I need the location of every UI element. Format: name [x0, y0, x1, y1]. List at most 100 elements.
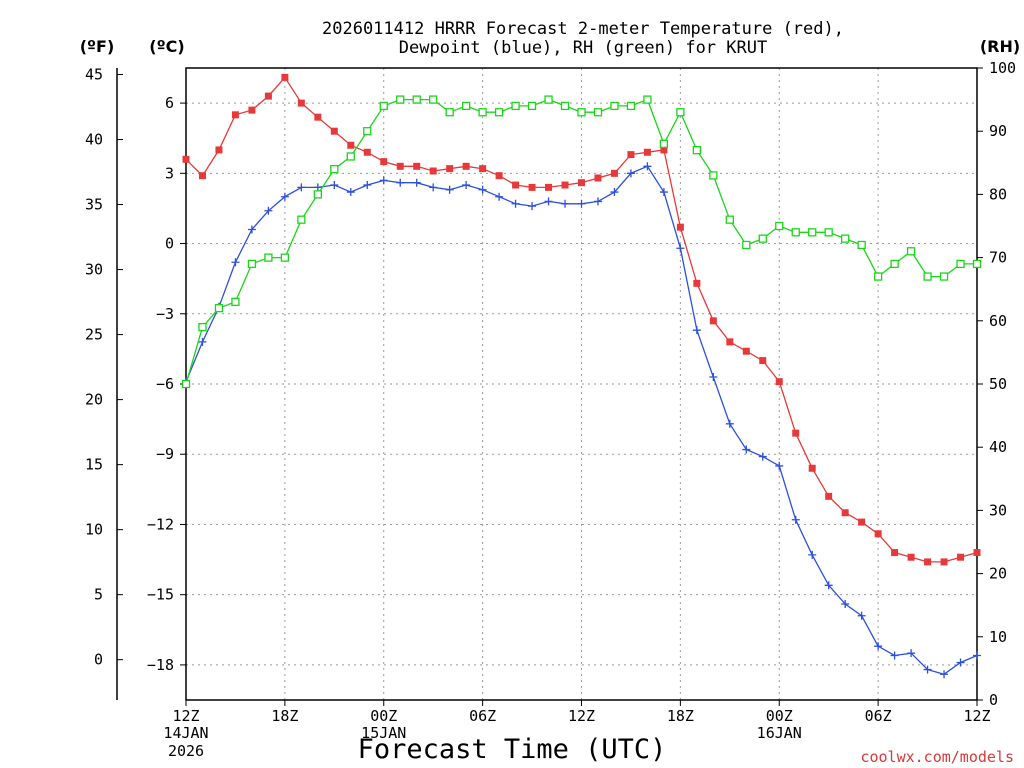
dewpoint-point — [725, 419, 734, 428]
rh-point — [396, 95, 405, 104]
dewpoint-point — [247, 225, 256, 234]
series-layer — [181, 73, 982, 679]
dewpoint-point — [528, 202, 537, 211]
temp-point — [792, 429, 800, 437]
temp-point — [248, 106, 256, 114]
temp-point — [380, 158, 388, 166]
temp-point — [198, 172, 206, 180]
rh-point — [857, 240, 866, 250]
rh-point — [330, 164, 339, 174]
rh-point — [906, 247, 916, 256]
x-tick-date-label: 16JAN — [757, 724, 802, 742]
temp-point — [347, 141, 355, 149]
dewpoint-point — [973, 651, 981, 660]
temp-point — [264, 92, 272, 100]
rh-tick-label: 50 — [989, 375, 1007, 393]
fahrenheit-tick-label: 0 — [94, 651, 103, 669]
temp-series — [182, 73, 981, 566]
rh-point — [643, 95, 652, 104]
rh-tick-label: 30 — [989, 501, 1007, 519]
rh-point — [939, 272, 949, 281]
rh-point — [346, 152, 355, 161]
x-tick-label: 12Z — [172, 707, 199, 725]
rh-tick-label: 60 — [989, 312, 1007, 330]
chart-title-line2: Dewpoint (blue), RH (green) for KRUT — [399, 38, 767, 58]
rh-series — [181, 95, 982, 389]
temp-point — [627, 151, 635, 159]
rh-point — [198, 322, 207, 332]
dewpoint-point — [313, 183, 322, 192]
rh-point — [264, 253, 273, 262]
dewpoint-point — [692, 326, 701, 335]
temp-point — [940, 558, 948, 566]
temp-point — [676, 223, 684, 231]
fahrenheit-tick-label: 30 — [85, 261, 103, 279]
rh-point — [231, 297, 240, 306]
dewpoint-point — [676, 244, 685, 253]
fahrenheit-tick-label: 5 — [94, 586, 103, 604]
fahrenheit-unit-label: (ºF) — [80, 37, 115, 56]
rh-point — [445, 108, 454, 117]
grid-lines — [186, 68, 977, 700]
x-tick-year-label: 2026 — [168, 742, 204, 760]
temp-point — [363, 148, 371, 156]
dewpoint-point — [577, 199, 586, 208]
celsius-tick-label: −12 — [147, 515, 174, 533]
x-tick-label: 12Z — [568, 707, 595, 725]
dewpoint-point — [495, 192, 504, 201]
dewpoint-point — [956, 658, 965, 667]
dewpoint-point — [709, 372, 718, 381]
rh-point — [214, 304, 224, 313]
temp-point — [528, 183, 536, 191]
rh-point — [577, 108, 586, 117]
temp-point — [858, 518, 866, 526]
rh-tick-label: 10 — [989, 628, 1007, 646]
dewpoint-point — [396, 178, 405, 187]
temp-point — [215, 146, 223, 154]
rh-point — [742, 240, 751, 250]
rh-tick-label: 20 — [989, 565, 1007, 583]
temp-point — [874, 530, 882, 538]
rh-point — [824, 228, 833, 237]
dewpoint-point — [775, 461, 784, 470]
chart-title-line1: 2026011412 HRRR Forecast 2-meter Tempera… — [322, 19, 844, 39]
rh-point — [280, 253, 290, 262]
temp-point — [907, 553, 915, 561]
fahrenheit-tick-label: 40 — [85, 131, 103, 149]
rh-point — [709, 171, 718, 180]
dewpoint-point — [330, 181, 339, 190]
celsius-unit-label: (ºC) — [149, 37, 184, 56]
rh-point — [297, 215, 306, 224]
dewpoint-point — [280, 192, 289, 201]
rh-point — [527, 101, 537, 111]
dewpoint-point — [379, 176, 388, 185]
rh-tick-label: 40 — [989, 438, 1007, 456]
temp-point — [578, 179, 585, 187]
celsius-tick-label: 6 — [165, 94, 174, 112]
fahrenheit-tick-label: 25 — [85, 326, 103, 344]
dewpoint-point — [758, 452, 767, 461]
rh-point — [363, 127, 372, 136]
rh-point — [725, 215, 734, 224]
dewpoint-point — [824, 581, 833, 590]
dewpoint-point — [890, 651, 899, 660]
source-credit: coolwx.com/models — [860, 748, 1014, 766]
rh-point — [873, 272, 883, 281]
rh-point — [775, 221, 784, 231]
dewpoint-point — [511, 199, 520, 208]
temp-point — [545, 183, 553, 191]
dewpoint-point — [791, 515, 800, 524]
rh-unit-label: (RH) — [980, 37, 1020, 56]
temp-point — [693, 279, 701, 287]
temp-point — [808, 464, 816, 472]
celsius-tick-label: −3 — [156, 305, 174, 323]
rh-point — [560, 101, 570, 111]
dewpoint-point — [198, 337, 207, 346]
dewpoint-point — [940, 670, 949, 679]
rh-point — [626, 101, 636, 111]
rh-point — [890, 259, 899, 269]
rh-tick-label: 70 — [989, 249, 1007, 267]
dewpoint-point — [874, 642, 883, 651]
